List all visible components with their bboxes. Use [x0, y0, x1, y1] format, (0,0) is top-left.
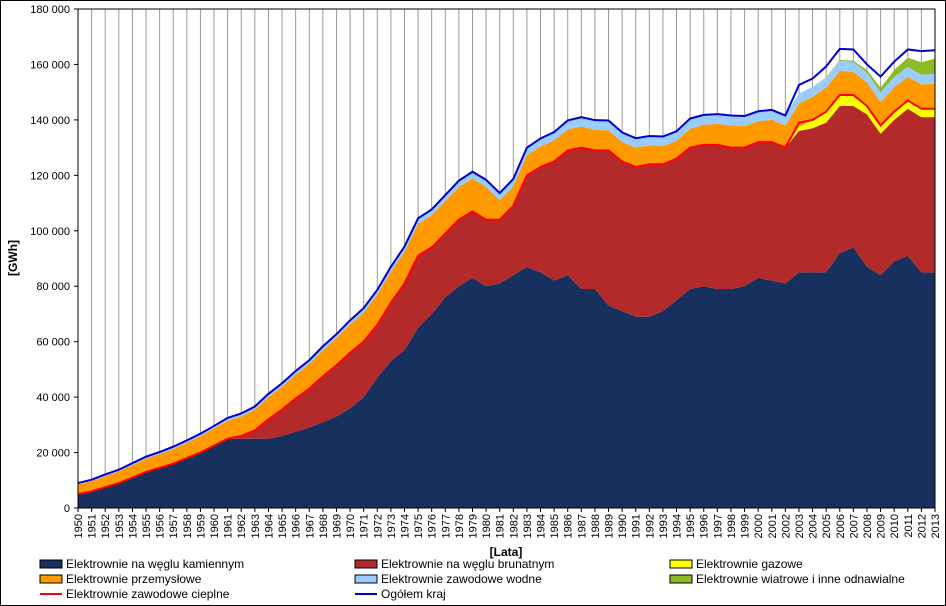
x-tick-label: 1976	[427, 514, 439, 538]
x-tick-label: 1972	[372, 514, 384, 538]
y-tick-label: 40 000	[36, 392, 70, 404]
x-tick-label: 1970	[345, 514, 357, 538]
x-tick-label: 1987	[576, 514, 588, 538]
x-tick-label: 2013	[930, 514, 942, 538]
legend-label: Elektrownie na węglu brunatnym	[381, 557, 554, 571]
legend-label: Elektrownie zawodowe cieplne	[66, 587, 230, 601]
plot-border	[77, 8, 936, 509]
line-series-1	[77, 47, 936, 485]
y-axis-title: [GWh]	[6, 240, 20, 276]
x-tick-label: 1959	[195, 514, 207, 538]
area-series-1	[78, 106, 935, 495]
legend-label: Elektrownie przemysłowe	[66, 572, 202, 586]
x-tick-label: 1982	[508, 514, 520, 538]
x-tick-label: 2000	[753, 514, 765, 538]
x-tick-label: 2004	[808, 514, 820, 538]
x-tick-label: 1956	[155, 514, 167, 538]
x-tick-label: 1978	[454, 514, 466, 538]
x-tick-label: 1992	[644, 514, 656, 538]
x-tick-label: 1966	[291, 514, 303, 538]
x-tick-label: 1988	[590, 514, 602, 538]
x-tick-label: 1957	[168, 514, 180, 538]
x-tick-label: 1967	[304, 514, 316, 538]
legend-label: Elektrownie na węglu kamiennym	[66, 557, 244, 571]
x-tick-label: 1999	[740, 514, 752, 538]
x-tick-label: 1977	[440, 514, 452, 538]
x-tick-label: 1963	[250, 514, 262, 538]
x-tick-label: 1995	[685, 514, 697, 538]
y-tick-label: 80 000	[36, 281, 70, 293]
area-series-0	[78, 247, 935, 508]
x-tick-label: 1998	[726, 514, 738, 538]
x-tick-label: 1960	[209, 514, 221, 538]
x-tick-label: 1991	[631, 514, 643, 538]
x-tick-label: 1955	[141, 514, 153, 538]
x-tick-label: 2006	[835, 514, 847, 538]
x-tick-label: 1975	[413, 514, 425, 538]
x-tick-label: 1968	[318, 514, 330, 538]
y-tick-label: 60 000	[36, 337, 70, 349]
x-tick-label: 1973	[386, 514, 398, 538]
x-tick-label: 1994	[672, 514, 684, 538]
x-tick-label: 1974	[399, 514, 411, 538]
y-tick-label: 140 000	[30, 115, 70, 127]
x-tick-label: 2010	[889, 514, 901, 538]
x-tick-label: 1964	[263, 514, 275, 538]
x-tick-label: 2002	[780, 514, 792, 538]
x-tick-label: 2001	[767, 514, 779, 538]
x-tick-label: 1971	[359, 514, 371, 538]
legend-swatch	[354, 559, 378, 569]
x-tick-label: 1979	[467, 514, 479, 538]
line-series-0	[77, 93, 935, 496]
x-tick-label: 1950	[73, 514, 85, 538]
y-tick-label: 160 000	[30, 59, 70, 71]
x-tick-label: 1980	[481, 514, 493, 538]
x-tick-label: 1981	[495, 514, 507, 538]
x-tick-label: 2009	[876, 514, 888, 538]
x-tick-label: 1984	[536, 514, 548, 538]
legend-label: Ogółem kraj	[381, 587, 446, 601]
y-tick-label: 100 000	[30, 226, 70, 238]
x-tick-label: 1962	[236, 514, 248, 538]
x-tick-label: 2003	[794, 514, 806, 538]
x-tick-label: 1997	[712, 514, 724, 538]
y-tick-label: 120 000	[30, 170, 70, 182]
legend-label: Elektrownie wiatrowe i inne odnawialne	[696, 572, 905, 586]
x-tick-label: 1951	[87, 514, 99, 538]
x-tick-label: 2012	[916, 514, 928, 538]
x-tick-label: 1985	[549, 514, 561, 538]
x-tick-label: 1996	[699, 514, 711, 538]
x-tick-label: 1990	[617, 514, 629, 538]
x-axis-title: [Lata]	[490, 545, 523, 559]
y-tick-label: 180 000	[30, 4, 70, 16]
x-tick-label: 1986	[563, 514, 575, 538]
legend-swatch	[669, 574, 693, 584]
legend-swatch	[669, 559, 693, 569]
x-tick-label: 1954	[127, 514, 139, 538]
x-tick-label: 1983	[522, 514, 534, 538]
x-tick-label: 1958	[182, 514, 194, 538]
x-tick-label: 2011	[903, 514, 915, 538]
x-tick-label: 1969	[331, 514, 343, 538]
legend-swatch	[39, 574, 63, 584]
legend-label: Elektrownie zawodowe wodne	[381, 572, 542, 586]
x-tick-label: 2005	[821, 514, 833, 538]
x-tick-label: 1989	[604, 514, 616, 538]
x-tick-label: 1952	[100, 514, 112, 538]
area-series-3	[78, 70, 935, 495]
x-tick-label: 2007	[848, 514, 860, 538]
x-tick-label: 1993	[658, 514, 670, 538]
y-tick-label: 0	[64, 503, 70, 515]
legend-label: Elektrownie gazowe	[696, 557, 803, 571]
legend-swatch	[39, 559, 63, 569]
x-tick-label: 1953	[114, 514, 126, 538]
y-tick-label: 20 000	[36, 448, 70, 460]
x-tick-label: 1965	[277, 514, 289, 538]
x-tick-label: 1961	[223, 514, 235, 538]
legend-swatch	[354, 574, 378, 584]
x-tick-label: 2008	[862, 514, 874, 538]
